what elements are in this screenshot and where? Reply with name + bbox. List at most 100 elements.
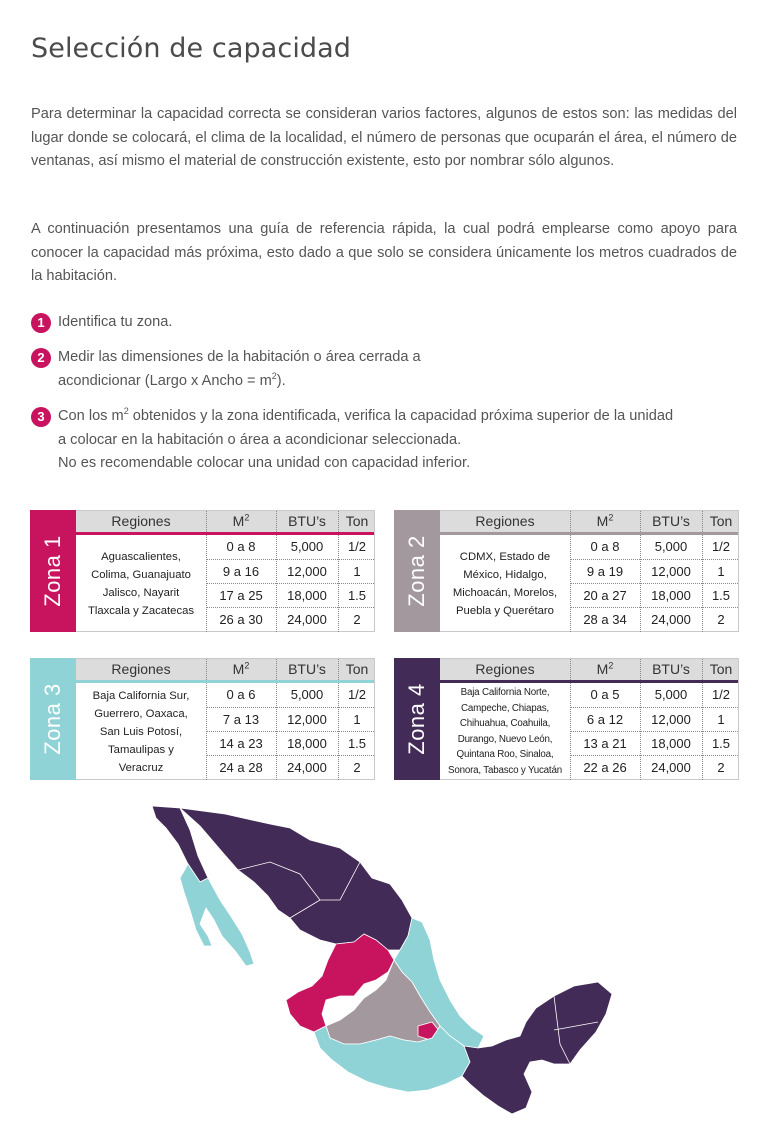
header-ton: Ton [709,661,733,677]
ton-cell: 1/2 [711,539,731,554]
table-row: 13 a 21 18,000 1.5 [570,731,738,756]
btu-cell: 18,000 [651,588,691,603]
table-row: 20 a 27 18,000 1.5 [570,583,738,608]
header-ton: Ton [345,661,369,677]
ton-cell: 1/2 [347,687,367,702]
btu-cell: 18,000 [651,736,691,751]
ton-cell: 1.5 [711,588,731,603]
table-row: 24 a 28 24,000 2 [206,755,374,780]
header-btu: BTU’s [652,661,690,677]
zone-table-3: Zona 3 Regiones M2 BTU’s Ton Baja Califo… [30,658,375,780]
step-number-1: 1 [31,313,51,333]
ton-cell: 2 [353,612,361,627]
capacity-rows: 0 a 6 5,000 1/2 7 a 13 12,000 1 14 a 23 … [206,683,374,780]
header-regions: Regiones [475,661,535,677]
ton-cell: 1 [353,712,361,727]
step-number-2: 2 [31,348,51,368]
map-region-zone1 [285,933,395,1033]
ton-cell: 1.5 [347,736,367,751]
ton-cell: 1 [353,564,361,579]
btu-cell: 12,000 [651,712,691,727]
m2-range-cell: 26 a 30 [219,612,263,627]
header-m2: M2 [596,512,614,529]
ton-cell: 1 [717,564,725,579]
ton-cell: 1.5 [711,736,731,751]
btu-cell: 5,000 [290,687,324,702]
table-row: 22 a 26 24,000 2 [570,755,738,780]
zone-label: Zona 1 [30,510,76,632]
btu-cell: 12,000 [287,712,327,727]
table-header: Regiones M2 BTU’s Ton [440,511,738,532]
m2-range-cell: 0 a 8 [590,539,620,554]
map-region-zone4-south [461,981,613,1115]
table-header: Regiones M2 BTU’s Ton [76,659,374,680]
capacity-rows: 0 a 8 5,000 1/2 9 a 16 12,000 1 17 a 25 … [206,535,374,632]
intro-paragraph: Para determinar la capacidad correcta se… [31,106,737,169]
ton-cell: 1/2 [347,539,367,554]
capacity-rows: 0 a 5 5,000 1/2 6 a 12 12,000 1 13 a 21 … [570,683,738,780]
header-regions: Regiones [111,513,171,529]
step-text: Identifica tu zona. [58,314,173,330]
mexico-zone-map [151,805,613,1115]
zone-regions-text: Aguascalientes, Colima, Guanajuato Jalisco… [87,550,195,617]
table-row: 0 a 8 5,000 1/2 [206,535,374,559]
table-row: 14 a 23 18,000 1.5 [206,731,374,756]
zone-regions-text: Baja California Norte, Campeche, Chiapas,… [448,687,562,776]
m2-range-cell: 24 a 28 [219,760,263,775]
header-regions: Regiones [475,513,535,529]
table-row: 28 a 34 24,000 2 [570,607,738,632]
m2-range-cell: 22 a 26 [583,760,627,775]
header-ton: Ton [709,513,733,529]
header-m2: M2 [596,660,614,677]
zone-accent-bar [440,680,738,683]
map-border-lines [237,861,599,1065]
m2-range-cell: 20 a 27 [583,588,627,603]
ton-cell: 2 [353,760,361,775]
map-region-zone3-baja-sur [179,863,255,967]
map-region-zone4-north [178,807,413,951]
ton-cell: 1 [717,712,725,727]
map-region-zone3-south [313,1025,471,1093]
zone-regions-text: CDMX, Estado de México, Hidalgo, Michoacán… [452,550,558,617]
m2-range-cell: 0 a 8 [226,539,256,554]
zone-table-4: Zona 4 Regiones M2 BTU’s Ton Baja Califo… [394,658,739,780]
btu-cell: 18,000 [287,588,327,603]
zone-label: Zona 2 [394,510,440,632]
m2-range-cell: 9 a 16 [222,564,260,579]
m2-range-cell: 7 a 13 [222,712,260,727]
m2-range-cell: 14 a 23 [219,736,263,751]
table-row: 0 a 5 5,000 1/2 [570,683,738,707]
step-number-3: 3 [31,407,51,427]
zone-accent-bar [76,532,374,535]
page-title: Selección de capacidad [31,33,352,64]
ton-cell: 2 [717,760,725,775]
zone-accent-bar [440,532,738,535]
m2-range-cell: 13 a 21 [583,736,627,751]
zone-table-2: Zona 2 Regiones M2 BTU’s Ton CDMX, Estad… [394,510,739,632]
m2-range-cell: 0 a 5 [590,687,620,702]
zone-label: Zona 4 [394,658,440,780]
btu-cell: 18,000 [287,736,327,751]
header-ton: Ton [345,513,369,529]
ton-cell: 1/2 [711,687,731,702]
m2-range-cell: 0 a 6 [226,687,256,702]
m2-range-cell: 6 a 12 [586,712,624,727]
m2-range-cell: 17 a 25 [219,588,263,603]
header-btu: BTU’s [288,513,326,529]
btu-cell: 24,000 [287,612,327,627]
zone-table-1: Zona 1 Regiones M2 BTU’s Ton Aguascalien… [30,510,375,632]
table-row: 0 a 6 5,000 1/2 [206,683,374,707]
table-row: 17 a 25 18,000 1.5 [206,583,374,608]
header-regions: Regiones [111,661,171,677]
m2-range-cell: 9 a 19 [586,564,624,579]
capacity-rows: 0 a 8 5,000 1/2 9 a 19 12,000 1 20 a 27 … [570,535,738,632]
table-row: 0 a 8 5,000 1/2 [570,535,738,559]
btu-cell: 24,000 [287,760,327,775]
btu-cell: 24,000 [651,612,691,627]
header-btu: BTU’s [288,661,326,677]
btu-cell: 5,000 [654,687,688,702]
ton-cell: 2 [717,612,725,627]
table-row: 26 a 30 24,000 2 [206,607,374,632]
table-row: 9 a 16 12,000 1 [206,559,374,584]
zone-accent-bar [76,680,374,683]
